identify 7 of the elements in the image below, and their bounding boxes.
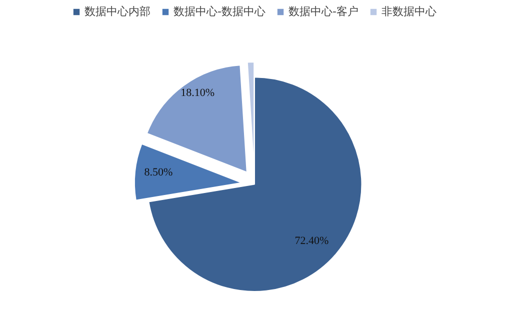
data-label: 72.40% <box>294 235 329 248</box>
legend-label: 非数据中心 <box>381 4 436 19</box>
legend-label: 数据中心-数据中心 <box>174 4 266 19</box>
data-label: 8.50% <box>144 166 173 179</box>
legend-label: 数据中心内部 <box>84 4 151 19</box>
data-label: 18.10% <box>180 87 214 100</box>
legend-label: 数据中心-客户 <box>288 4 358 19</box>
